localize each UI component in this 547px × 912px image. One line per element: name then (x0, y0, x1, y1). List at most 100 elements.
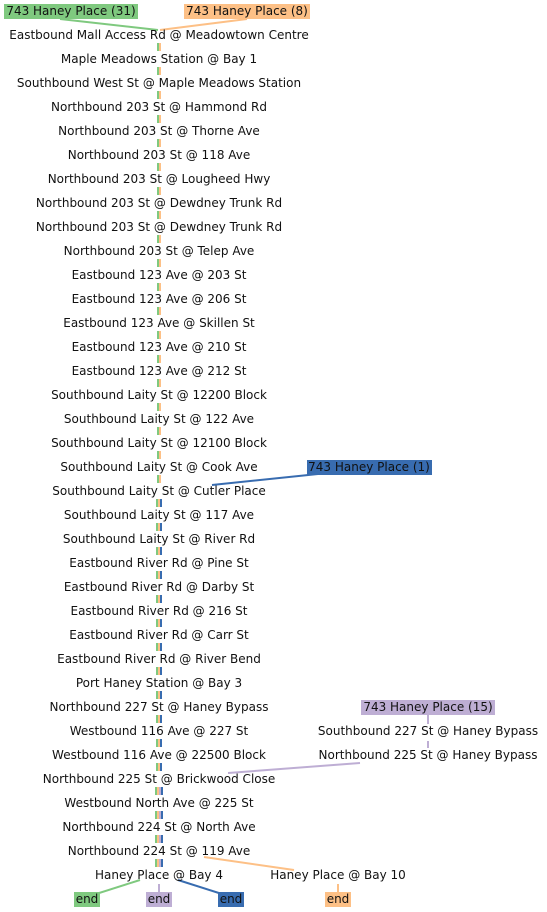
stop-label: Northbound 203 St @ Dewdney Trunk Rd (36, 196, 282, 210)
stop-label: Southbound Laity St @ Cook Ave (60, 460, 257, 474)
route-segment (156, 571, 158, 579)
route-tag-8: 743 Haney Place (8) (184, 4, 310, 19)
route-connectors (59, 18, 429, 895)
route-segment (157, 283, 159, 291)
stop-label: Northbound 224 St @ 119 Ave (68, 844, 251, 858)
route-segment (159, 331, 161, 339)
route-segment (158, 547, 160, 555)
route-segment (160, 523, 162, 531)
stop-label: Southbound Laity St @ 12100 Block (51, 436, 267, 450)
route-1-end-connector (177, 879, 223, 895)
route-31-start-connector (59, 18, 159, 31)
stop-label: Eastbound 123 Ave @ 212 St (72, 364, 247, 378)
route-segment (161, 811, 163, 819)
route-segment (159, 91, 161, 99)
route-segment (158, 523, 160, 531)
end-label: end (76, 892, 99, 906)
route-segment (160, 763, 162, 771)
route-segment (155, 787, 157, 795)
route-segment (160, 715, 162, 723)
stop-label: Northbound 203 St @ Dewdney Trunk Rd (36, 220, 282, 234)
route-segment (157, 235, 159, 243)
route-tag-1: 743 Haney Place (1) (307, 460, 432, 475)
route-segment (158, 715, 160, 723)
stop-label: Eastbound River Rd @ Darby St (64, 580, 255, 594)
route-segment (160, 595, 162, 603)
end-label: end (220, 892, 243, 906)
route-segment (157, 307, 159, 315)
route-segment (158, 595, 160, 603)
route-segment (160, 499, 162, 507)
route-8-start-connector (159, 18, 248, 31)
route-segment (157, 451, 159, 459)
route-segment (157, 403, 159, 411)
route-segment (158, 667, 160, 675)
route-end-15: end (146, 892, 172, 907)
stop-label: Eastbound Mall Access Rd @ Meadowtown Ce… (9, 28, 308, 42)
stop-labels: Eastbound Mall Access Rd @ Meadowtown Ce… (9, 28, 308, 882)
route-segment (157, 787, 159, 795)
route-segment (160, 691, 162, 699)
stop-label: Eastbound River Rd @ Pine St (69, 556, 249, 570)
route-segment (156, 523, 158, 531)
stop-label: Eastbound River Rd @ Carr St (69, 628, 249, 642)
route-tag-label: 743 Haney Place (8) (186, 4, 308, 18)
route-segment (159, 235, 161, 243)
stop-label: Eastbound 123 Ave @ Skillen St (63, 316, 255, 330)
route-segment (155, 811, 157, 819)
route-segment (159, 67, 161, 75)
route-segment (158, 619, 160, 627)
route-segment (156, 763, 158, 771)
route-segment (160, 619, 162, 627)
route-segment (159, 307, 161, 315)
route-segment (159, 283, 161, 291)
stop-label: Northbound 203 St @ Thorne Ave (58, 124, 260, 138)
route-tag-label: 743 Haney Place (1) (308, 460, 430, 474)
route-segment (156, 667, 158, 675)
route-segment (156, 499, 158, 507)
stop-label: Eastbound 123 Ave @ 210 St (72, 340, 247, 354)
route-tag-label: 743 Haney Place (15) (363, 700, 492, 714)
stop-label: Southbound Laity St @ Cutler Place (52, 484, 265, 498)
stop-label: Southbound Laity St @ 117 Ave (64, 508, 254, 522)
route-segment (157, 355, 159, 363)
route-segment (160, 643, 162, 651)
route-segment (156, 739, 158, 747)
route-15-join-connector (227, 762, 361, 774)
route-tag-31: 743 Haney Place (31) (4, 4, 138, 19)
route-segment (157, 835, 159, 843)
route-segment (159, 427, 161, 435)
route-segment (160, 547, 162, 555)
route-segment (157, 475, 159, 483)
route-segment (157, 859, 159, 867)
side-stop-label: Southbound 227 St @ Haney Bypass (318, 724, 538, 738)
route-end-31: end (74, 892, 100, 907)
stop-label: Southbound Laity St @ River Rd (63, 532, 255, 546)
stop-label: Eastbound River Rd @ River Bend (57, 652, 261, 666)
stop-label: Port Haney Station @ Bay 3 (76, 676, 242, 690)
route-segment (156, 619, 158, 627)
route-segment (157, 331, 159, 339)
route-segment (159, 115, 161, 123)
stop-label: Westbound 116 Ave @ 227 St (70, 724, 249, 738)
route-segment (157, 43, 159, 51)
end-label: end (148, 892, 171, 906)
route-segment (160, 739, 162, 747)
route-segment (157, 379, 159, 387)
route-segment (157, 427, 159, 435)
route-segment (159, 355, 161, 363)
route-segment (157, 115, 159, 123)
route-segment (157, 211, 159, 219)
route-segments (155, 43, 163, 867)
side-stop-label: Haney Place @ Bay 10 (270, 868, 406, 882)
route-31-end-connector (95, 879, 141, 895)
end-label: end (327, 892, 350, 906)
route-segment (160, 667, 162, 675)
stop-label: Eastbound 123 Ave @ 206 St (72, 292, 247, 306)
route-segment (156, 643, 158, 651)
route-segment (159, 475, 161, 483)
route-tag-label: 743 Haney Place (31) (6, 4, 135, 18)
route-segment (158, 739, 160, 747)
route-segment (159, 811, 161, 819)
